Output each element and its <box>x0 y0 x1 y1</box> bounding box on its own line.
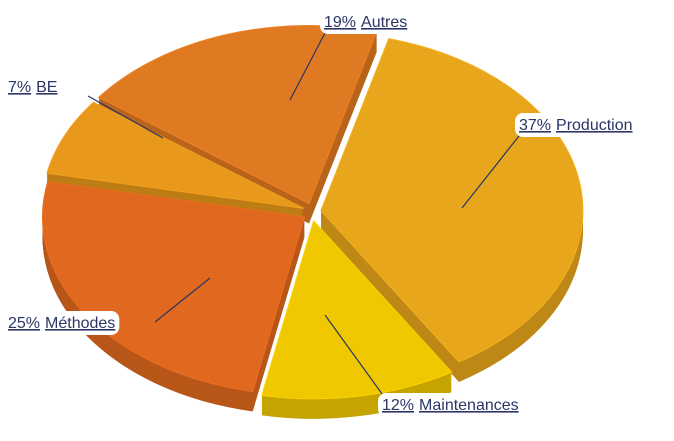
category-label: Maintenances <box>419 397 519 414</box>
data-label: 19% Autres <box>324 14 407 31</box>
value-label: 19% <box>324 14 356 31</box>
data-label: 7% BE <box>8 79 57 96</box>
label-box <box>4 75 62 99</box>
label-box <box>4 311 120 335</box>
slice <box>261 219 453 400</box>
data-label: 37% Production <box>519 117 633 134</box>
leader-line <box>324 314 386 399</box>
label-box <box>515 113 637 137</box>
value-label: 7% <box>8 79 31 96</box>
leader-line <box>289 32 326 101</box>
leader-line <box>461 135 520 209</box>
category-label: Production <box>556 117 633 134</box>
category-label: Autres <box>361 14 407 31</box>
value-label: 37% <box>519 117 551 134</box>
label-box <box>378 393 523 417</box>
slice <box>46 101 305 209</box>
label-box <box>320 10 412 34</box>
leader-line <box>87 95 164 139</box>
data-label: 25% Méthodes <box>8 315 115 332</box>
value-label: 25% <box>8 315 40 332</box>
value-label: 12% <box>382 397 414 414</box>
leader-line <box>154 277 211 323</box>
data-label: 12% Maintenances <box>382 397 519 414</box>
category-label: BE <box>36 79 57 96</box>
category-label: Méthodes <box>45 315 115 332</box>
